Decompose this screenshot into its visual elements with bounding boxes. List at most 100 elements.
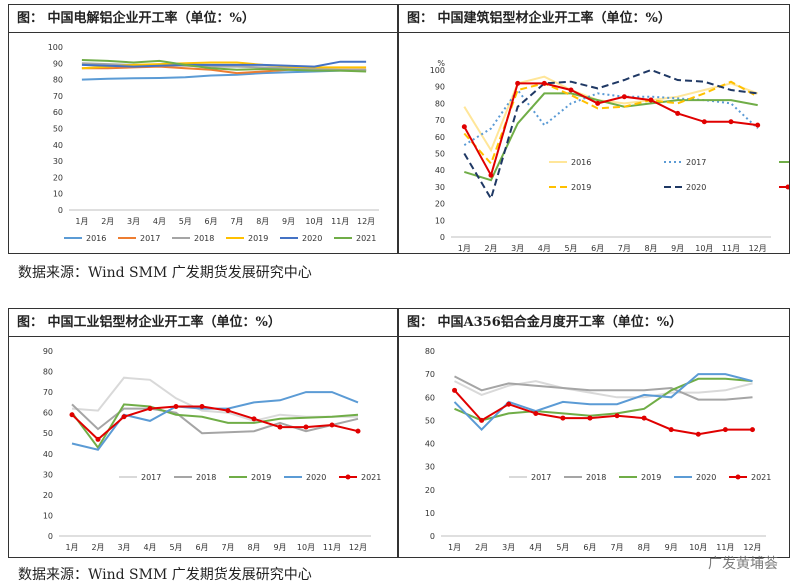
legend-label-2019: 2019 bbox=[251, 473, 271, 482]
x-tick-label: 11月 bbox=[323, 543, 341, 552]
chart-title-1: 图： 中国电解铝企业开工率（单位：%） bbox=[9, 5, 397, 33]
y-tick-label: 70 bbox=[425, 370, 435, 379]
chart-title-3: 图： 中国工业铝型材企业开工率（单位：%） bbox=[9, 309, 397, 337]
x-tick-label: 2月 bbox=[91, 543, 104, 552]
x-tick-label: 6月 bbox=[583, 543, 596, 552]
series-line-2019 bbox=[81, 61, 367, 70]
data-point-2021 bbox=[95, 436, 101, 442]
x-tick-label: 7月 bbox=[610, 543, 623, 552]
y-tick-label: 100 bbox=[430, 66, 445, 75]
x-tick-label: 2月 bbox=[475, 543, 488, 552]
series-line-2021 bbox=[463, 82, 758, 178]
data-point-2021 bbox=[329, 422, 335, 428]
y-tick-label: 10 bbox=[43, 511, 53, 520]
y-tick-label: 80 bbox=[53, 76, 63, 85]
x-tick-label: 3月 bbox=[127, 217, 140, 226]
y-tick-label: 30 bbox=[425, 463, 435, 472]
legend-label-2017: 2017 bbox=[141, 473, 161, 482]
data-point-2021 bbox=[595, 100, 601, 106]
series-line-2018 bbox=[454, 375, 753, 401]
x-tick-label: 7月 bbox=[230, 217, 243, 226]
data-point-2021 bbox=[121, 414, 127, 420]
y-tick-label: 80 bbox=[43, 368, 53, 377]
data-point-2021 bbox=[479, 417, 485, 423]
x-tick-label: 11月 bbox=[722, 244, 740, 253]
y-tick-label: 50 bbox=[425, 416, 435, 425]
y-tick-label: 60 bbox=[43, 409, 53, 418]
chart-panel-2: 图： 中国建筑铝型材企业开工率（单位：%） 0 10 20 30 40 50 60 70 80 9… bbox=[398, 4, 790, 254]
x-tick-label: 8月 bbox=[256, 217, 269, 226]
data-point-2021 bbox=[695, 431, 701, 437]
legend-label-2018: 2018 bbox=[194, 234, 214, 243]
legend-label-2017: 2017 bbox=[140, 234, 160, 243]
y-tick-label: 10 bbox=[435, 216, 445, 225]
x-tick-label: 10月 bbox=[689, 543, 707, 552]
legend-label-2016: 2016 bbox=[571, 158, 591, 167]
data-point-2021 bbox=[251, 416, 257, 422]
x-tick-label: 5月 bbox=[564, 244, 577, 253]
y-tick-label: 90 bbox=[53, 59, 63, 68]
x-tick-label: 5月 bbox=[179, 217, 192, 226]
series-line-2020 bbox=[463, 68, 758, 202]
x-tick-label: 1月 bbox=[65, 543, 78, 552]
y-tick-label: 10 bbox=[425, 509, 435, 518]
series-line-2019 bbox=[454, 377, 753, 422]
y-tick-label: 20 bbox=[435, 200, 445, 209]
data-source-2: 数据来源：Wind SMM 广发期货发展研究中心 bbox=[18, 567, 312, 583]
data-point-2021 bbox=[461, 124, 467, 130]
data-point-2021 bbox=[587, 415, 593, 421]
y-tick-label: 40 bbox=[425, 440, 435, 449]
series-line-2020 bbox=[81, 60, 367, 68]
x-tick-label: 10月 bbox=[695, 244, 713, 253]
y-tick-label: 30 bbox=[435, 183, 445, 192]
x-tick-label: 4月 bbox=[143, 543, 156, 552]
legend-label-2020: 2020 bbox=[696, 473, 716, 482]
data-point-2021 bbox=[506, 401, 512, 407]
series-line-2021 bbox=[71, 405, 359, 441]
y-tick-label: 50 bbox=[43, 429, 53, 438]
legend-label-2018: 2018 bbox=[196, 473, 216, 482]
legend-label-2017: 2017 bbox=[531, 473, 551, 482]
y-tick-label: 30 bbox=[43, 470, 53, 479]
x-tick-label: 2月 bbox=[484, 244, 497, 253]
data-point-2021 bbox=[225, 408, 231, 414]
y-tick-label: 70 bbox=[53, 92, 63, 101]
y-tick-label: 40 bbox=[53, 141, 63, 150]
y-tick-label: 0 bbox=[48, 532, 53, 541]
data-point-2021 bbox=[147, 406, 153, 412]
x-tick-label: 6月 bbox=[195, 543, 208, 552]
data-point-2021 bbox=[69, 412, 75, 418]
x-tick-label: 8月 bbox=[247, 543, 260, 552]
x-tick-label: 5月 bbox=[169, 543, 182, 552]
series-line-2016 bbox=[463, 75, 759, 153]
chart-2: 0 10 20 30 40 50 60 70 80 90 100% 1月 2月 3月 4月 5月 6月 7月 8月 9… bbox=[430, 59, 789, 253]
y-tick-label: 80 bbox=[435, 99, 445, 108]
data-point-2021 bbox=[173, 404, 179, 409]
y-tick-label: 60 bbox=[435, 133, 445, 142]
legend-label-2017: 2017 bbox=[686, 158, 706, 167]
data-point-2021 bbox=[568, 87, 574, 93]
data-point-2021 bbox=[701, 119, 707, 125]
y-tick-label: 60 bbox=[425, 393, 435, 402]
y-tick-label: 0 bbox=[430, 532, 435, 541]
y-tick-label: 100 bbox=[48, 43, 63, 52]
y-tick-label: 50 bbox=[435, 150, 445, 159]
data-point-2021 bbox=[533, 410, 539, 416]
y-unit-label: % bbox=[437, 59, 445, 68]
legend-label-2019: 2019 bbox=[641, 473, 661, 482]
legend-label-2016: 2016 bbox=[86, 234, 106, 243]
x-tick-label: 1月 bbox=[448, 543, 461, 552]
x-tick-label: 10月 bbox=[305, 217, 323, 226]
legend-marker-2021 bbox=[785, 184, 789, 190]
chart-title-2: 图： 中国建筑铝型材企业开工率（单位：%） bbox=[399, 5, 789, 33]
x-tick-label: 12月 bbox=[349, 543, 367, 552]
x-tick-label: 5月 bbox=[556, 543, 569, 552]
x-tick-label: 1月 bbox=[458, 244, 471, 253]
x-tick-label: 4月 bbox=[153, 217, 166, 226]
data-point-2021 bbox=[199, 404, 205, 409]
x-tick-label: 3月 bbox=[117, 543, 130, 552]
y-tick-label: 20 bbox=[53, 173, 63, 182]
data-point-2021 bbox=[668, 427, 674, 433]
x-tick-label: 8月 bbox=[644, 244, 657, 253]
x-tick-label: 11月 bbox=[716, 543, 734, 552]
